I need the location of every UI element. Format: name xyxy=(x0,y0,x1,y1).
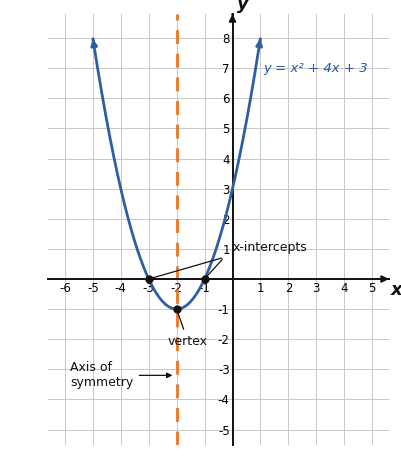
Text: Axis of
symmetry: Axis of symmetry xyxy=(71,361,171,389)
Text: vertex: vertex xyxy=(168,312,208,348)
Text: x-intercepts: x-intercepts xyxy=(233,241,307,254)
Text: x: x xyxy=(390,280,401,299)
Text: y = x² + 4x + 3: y = x² + 4x + 3 xyxy=(263,62,368,75)
Text: y: y xyxy=(237,0,249,13)
